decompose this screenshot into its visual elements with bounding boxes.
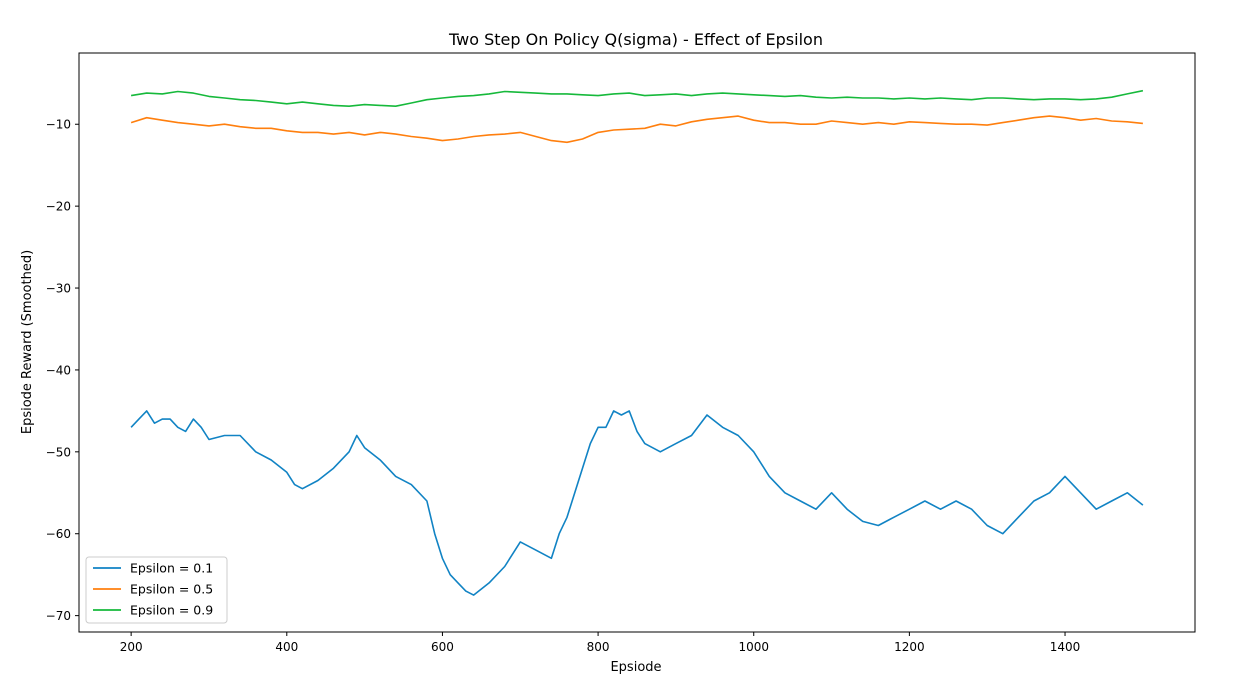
y-tick-label: −10 bbox=[46, 118, 71, 132]
x-tick-label: 600 bbox=[431, 640, 454, 654]
y-tick-label: −30 bbox=[46, 282, 71, 296]
plot-frame bbox=[78, 52, 1196, 633]
legend-label: Epsilon = 0.9 bbox=[130, 603, 213, 618]
x-tick-label: 1200 bbox=[894, 640, 925, 654]
plot-area bbox=[130, 89, 1144, 596]
x-tick-label: 1000 bbox=[738, 640, 769, 654]
series-line-1 bbox=[130, 410, 1144, 596]
y-tick-label: −60 bbox=[46, 527, 71, 541]
legend-label: Epsilon = 0.5 bbox=[130, 582, 213, 597]
y-axis: −10 −20 −30 −40 −50 −60 −70 bbox=[46, 118, 79, 623]
y-tick-label: −50 bbox=[46, 445, 71, 459]
y-tick-label: −40 bbox=[46, 363, 71, 377]
legend-label: Epsilon = 0.1 bbox=[130, 561, 213, 576]
series-line-3 bbox=[130, 89, 1144, 107]
x-tick-label: 1400 bbox=[1050, 640, 1081, 654]
legend-box bbox=[85, 556, 228, 624]
chart-title: Two Step On Policy Q(sigma) - Effect of … bbox=[448, 30, 823, 49]
y-tick-label: −20 bbox=[46, 200, 71, 214]
y-axis-label: Epsiode Reward (Smoothed) bbox=[20, 250, 35, 434]
y-tick-label: −70 bbox=[46, 609, 71, 623]
x-axis: 200 400 600 800 1000 1200 1400 bbox=[120, 632, 1081, 654]
x-tick-label: 200 bbox=[120, 640, 143, 654]
x-axis-label: Epsiode bbox=[610, 660, 661, 675]
x-tick-label: 400 bbox=[275, 640, 298, 654]
legend: Epsilon = 0.1 Epsilon = 0.5 Epsilon = 0.9 bbox=[85, 556, 228, 624]
series-line-2 bbox=[130, 115, 1143, 144]
x-tick-label: 800 bbox=[587, 640, 610, 654]
